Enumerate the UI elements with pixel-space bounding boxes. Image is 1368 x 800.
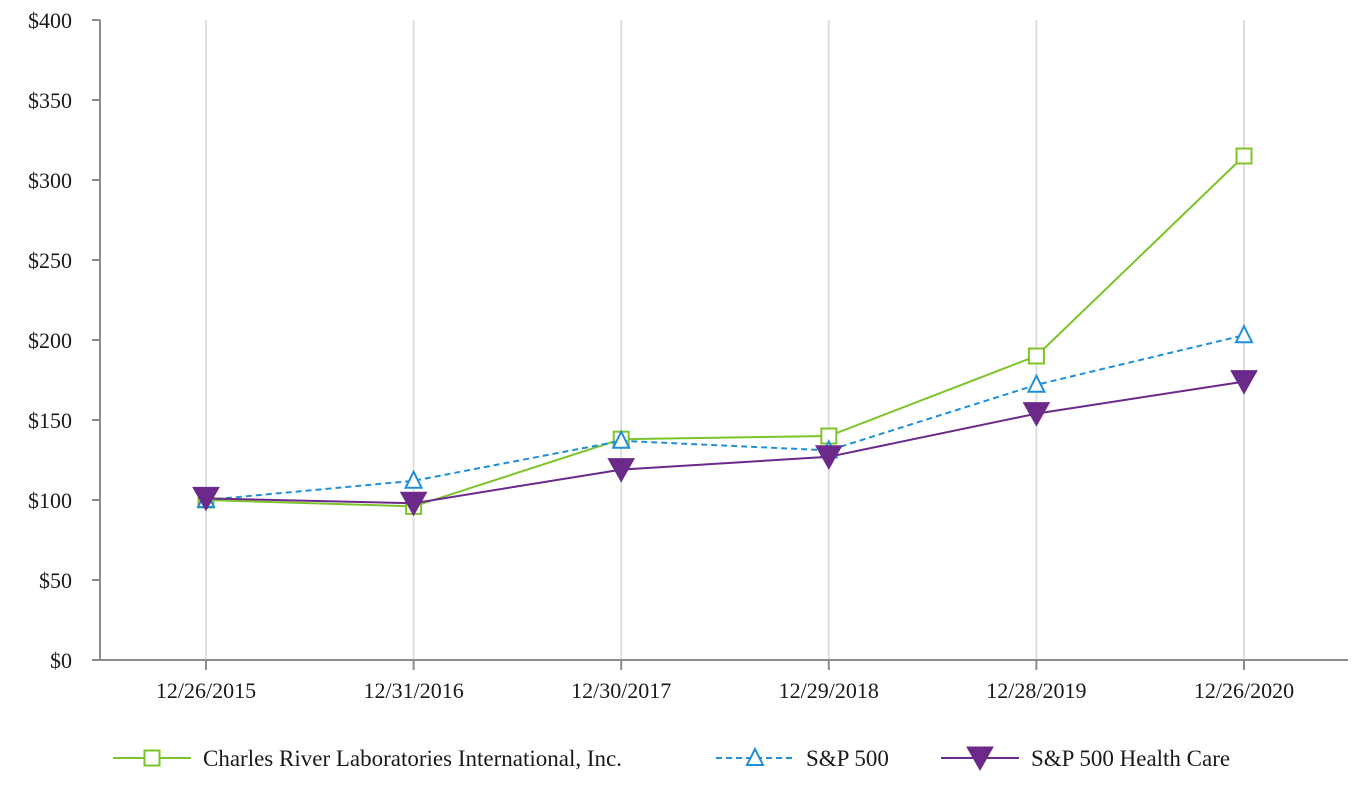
legend-label: S&P 500 Health Care [1031, 746, 1230, 771]
series-2 [196, 323, 1254, 508]
legend-label: S&P 500 [806, 746, 889, 771]
x-tick-label: 12/31/2016 [363, 678, 463, 703]
series-1 [197, 147, 1253, 515]
series-layer [192, 147, 1258, 517]
series-line [205, 334, 1245, 501]
x-tick-label: 12/26/2020 [1194, 678, 1294, 703]
legend-item: S&P 500 [716, 746, 889, 771]
data-point [1022, 402, 1051, 427]
x-tick-label: 12/30/2017 [571, 678, 671, 703]
y-tick-label: $250 [28, 248, 72, 273]
series-line [205, 155, 1245, 508]
grid-layer [205, 20, 1245, 660]
data-point [1026, 373, 1047, 393]
y-tick-label: $0 [50, 648, 72, 673]
y-tick-label: $50 [39, 568, 72, 593]
x-tick-label: 12/29/2018 [779, 678, 879, 703]
y-tick-label: $400 [28, 8, 72, 33]
y-tick-label: $300 [28, 168, 72, 193]
data-point [192, 486, 220, 512]
series-line [205, 380, 1245, 505]
legend-label: Charles River Laboratories International… [203, 746, 622, 771]
data-point [1230, 370, 1258, 395]
y-tick-label: $150 [28, 408, 72, 433]
y-tick-label: $200 [28, 328, 72, 353]
legend: Charles River Laboratories International… [113, 746, 1230, 772]
legend-marker [745, 746, 765, 766]
data-point [814, 445, 843, 470]
data-point [403, 469, 424, 489]
data-point [1027, 347, 1045, 365]
y-tick-label: $100 [28, 488, 72, 513]
data-point [1235, 147, 1253, 165]
data-point [399, 491, 428, 517]
legend-marker [143, 749, 161, 767]
legend-marker [966, 746, 994, 772]
y-tick-label: $350 [28, 88, 72, 113]
data-point [607, 458, 636, 483]
data-point [611, 429, 631, 449]
x-tick-label: 12/28/2019 [986, 678, 1086, 703]
legend-item: S&P 500 Health Care [941, 746, 1230, 772]
data-point [1234, 323, 1254, 344]
legend-item: Charles River Laboratories International… [113, 746, 622, 771]
series-3 [192, 370, 1258, 517]
axis-layer: $0 $50 $100 $150 $200 $250 $300 $350 $400 12/26/2… [28, 8, 1348, 703]
x-tick-label: 12/26/2015 [156, 678, 256, 703]
